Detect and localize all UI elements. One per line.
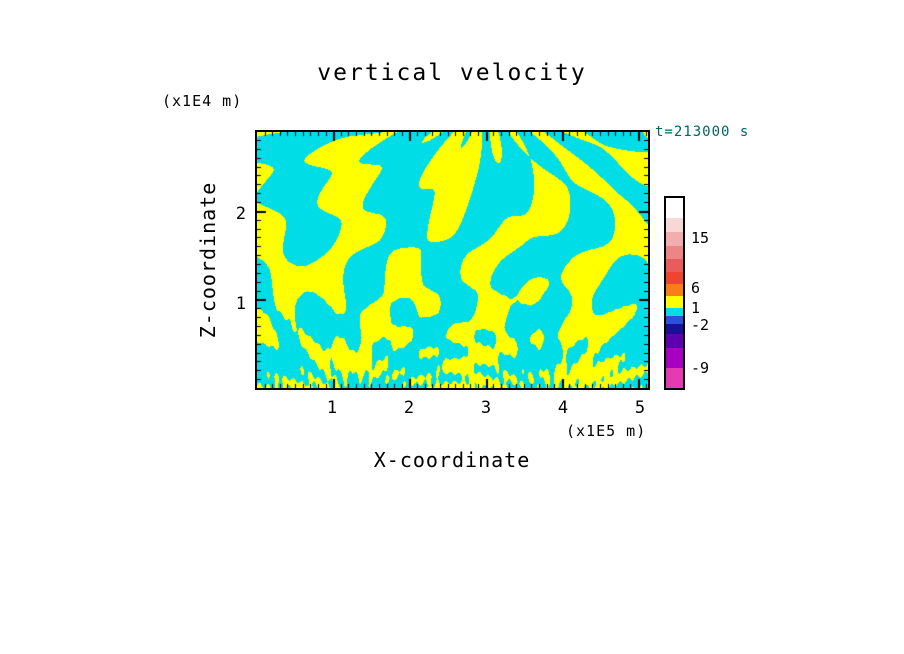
time-annotation: t=213000 s [655, 124, 750, 140]
x-tick-label-3: 3 [480, 398, 492, 418]
x-tick-label-2: 2 [403, 398, 415, 418]
z-tick-label-1: 1 [235, 294, 246, 314]
colorbar-label-6: 6 [691, 279, 701, 297]
colorbar-segment [666, 296, 683, 308]
x-tick-label-1: 1 [326, 398, 338, 418]
colorbar-segment [666, 246, 683, 259]
colorbar-label-15: 15 [691, 229, 710, 247]
colorbar-segment [666, 218, 683, 232]
colorbar-segment [666, 272, 683, 284]
plot-canvas [257, 132, 648, 388]
chart-title: vertical velocity [317, 60, 587, 86]
colorbar-segment [666, 198, 683, 218]
colorbar-segment [666, 368, 683, 388]
colorbar-label-1: 1 [691, 299, 701, 317]
colorbar-segment [666, 259, 683, 272]
colorbar [664, 196, 685, 390]
colorbar-segment [666, 232, 683, 246]
colorbar-segment [666, 316, 683, 324]
colorbar-segment [666, 324, 683, 334]
x-axis-unit-label: (x1E5 m) [566, 422, 647, 440]
colorbar-segments [666, 198, 683, 388]
plot-area [255, 130, 650, 390]
x-axis-title: X-coordinate [373, 448, 531, 472]
colorbar-label-neg2: -2 [691, 316, 710, 334]
z-axis-title: Z-coordinate [196, 181, 220, 339]
colorbar-segment [666, 334, 683, 348]
x-tick-label-5: 5 [634, 398, 646, 418]
z-axis-unit-label: (x1E4 m) [162, 92, 243, 110]
z-tick-label-2: 2 [235, 204, 246, 224]
x-tick-label-4: 4 [557, 398, 569, 418]
colorbar-label-neg9: -9 [691, 359, 710, 377]
colorbar-segment [666, 308, 683, 316]
colorbar-segment [666, 348, 683, 368]
colorbar-segment [666, 284, 683, 296]
